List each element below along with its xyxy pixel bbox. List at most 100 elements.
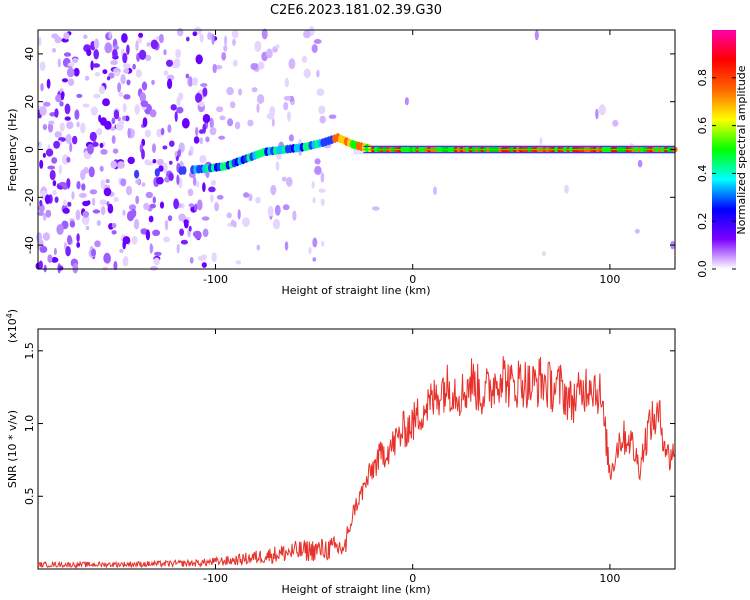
- spectrogram-cell: [232, 59, 238, 67]
- spectrogram-cell: [270, 184, 277, 196]
- spectrogram-cell: [111, 230, 117, 235]
- spectrogram-cell: [117, 116, 121, 122]
- x-tick-label: -100: [203, 572, 228, 585]
- spectrogram-cell: [199, 137, 204, 145]
- spectrogram-cell: [122, 63, 131, 69]
- spectrogram-cell: [115, 122, 124, 131]
- spectrogram-cell: [195, 180, 200, 188]
- spectrogram-cell: [257, 61, 265, 70]
- spectrogram-cell: [39, 245, 48, 253]
- spectrogram-cell: [144, 54, 152, 62]
- spectrogram-cell: [143, 202, 150, 210]
- spectrogram-cell: [288, 134, 294, 142]
- spectrogram-cell: [255, 196, 261, 204]
- y-tick-label: 20: [23, 95, 36, 109]
- spectrogram-cell: [169, 160, 173, 165]
- spectrogram-cell: [82, 103, 90, 108]
- spectrogram-cell: [271, 118, 275, 127]
- spectrogram-cell: [67, 201, 72, 207]
- spectrogram-cell: [42, 124, 48, 131]
- spectrogram-cell: [57, 58, 61, 68]
- spectrogram-cell: [321, 240, 325, 247]
- spectrogram-cell: [318, 188, 326, 193]
- spectrogram-cell: [202, 87, 208, 97]
- spectrogram-cell: [127, 127, 131, 139]
- spectrogram-cell: [82, 200, 90, 207]
- spectrogram-cell: [92, 142, 99, 147]
- spectrogram-cell: [275, 44, 280, 49]
- spectrogram-cell: [87, 143, 94, 155]
- spectrogram-cell: [67, 235, 72, 245]
- spectrogram-cell: [232, 38, 236, 46]
- spectrogram-cell: [38, 36, 42, 47]
- spectrogram-cell: [54, 196, 59, 203]
- spectrogram-cell: [135, 69, 142, 78]
- spectrogram-cell: [134, 104, 140, 115]
- spectrogram-cell: [123, 68, 130, 74]
- spectrogram-cell: [138, 32, 144, 38]
- spectrogram-cell: [99, 142, 104, 149]
- spectrogram-cell: [283, 95, 292, 101]
- spectrogram-cell: [313, 39, 322, 44]
- spectrogram-cell: [111, 135, 116, 144]
- snr-y-ticks: 0.5 1.0 1.5: [23, 342, 675, 505]
- spectrogram-cell: [308, 246, 312, 255]
- spectrogram-cell: [193, 176, 197, 186]
- spectrogram-cell: [163, 236, 171, 243]
- spectrogram-cell: [69, 220, 76, 228]
- spectrogram-cell: [48, 120, 55, 125]
- spectrogram-cell: [156, 128, 163, 138]
- colorbar: 0.0 0.2 0.4 0.6 0.8 Normalized spectral ampl…: [696, 30, 748, 278]
- spectrogram-cell: [65, 246, 71, 257]
- spectrogram-cell: [53, 247, 57, 256]
- spectrogram-cell: [58, 164, 63, 175]
- spectrogram-cell: [224, 35, 228, 46]
- spectrogram-cell: [205, 136, 210, 143]
- spectrogram-cell: [122, 209, 126, 216]
- ridge-cell: [181, 166, 187, 175]
- spectrogram-cell: [177, 149, 182, 158]
- spectrogram-cell: [173, 198, 180, 210]
- spectrogram-cell: [47, 165, 56, 170]
- spectrogram-cell: [56, 224, 64, 235]
- figure-title: C2E6.2023.181.02.39.G30: [270, 3, 442, 18]
- spectrogram-cell: [90, 106, 99, 116]
- spectrogram-cell: [45, 148, 54, 157]
- spectrogram-cell: [211, 33, 215, 45]
- spectrogram-cell: [51, 47, 57, 53]
- spectrogram-cell: [185, 73, 190, 79]
- spectrogram-cell: [303, 68, 311, 79]
- spectrogram-cell: [88, 166, 95, 178]
- spectrogram-cell: [66, 156, 71, 163]
- spectrogram-cell: [254, 40, 262, 52]
- spectrogram-cell: [39, 106, 47, 116]
- spectrogram-cell: [135, 195, 140, 205]
- spectrogram-cell: [216, 194, 224, 200]
- spectrogram-cell: [39, 61, 46, 72]
- spectrogram-cell: [66, 121, 74, 129]
- colorbar-tick-label: 0.2: [696, 212, 709, 230]
- spectrogram-cell: [49, 169, 56, 181]
- spectrogram-y-ticks: -40 -20 0 20 40: [23, 47, 675, 254]
- spectrogram-cell: [168, 172, 174, 181]
- spectrogram-cell: [316, 69, 320, 78]
- spectrogram-cell: [433, 186, 437, 196]
- spectrogram-cell: [142, 117, 148, 128]
- spectrogram-cell: [52, 189, 57, 196]
- spectrogram-cell: [110, 60, 118, 66]
- spectrogram-cell: [214, 202, 220, 212]
- spectrogram-cell: [110, 126, 116, 131]
- spectrogram-cell: [181, 118, 190, 129]
- spectrogram-cell: [125, 185, 133, 196]
- spectrogram-cell: [248, 193, 253, 202]
- spectrogram-cell: [319, 115, 326, 124]
- spectrogram-cell: [156, 158, 164, 166]
- spectrogram-cell: [188, 203, 194, 208]
- spectrogram-cell: [171, 60, 177, 69]
- spectrogram-cell: [229, 101, 236, 109]
- spectrogram-cell: [226, 87, 234, 96]
- spectrogram-cell: [164, 219, 169, 231]
- spectrogram-cell: [148, 215, 154, 223]
- spectrogram-cell: [66, 67, 75, 78]
